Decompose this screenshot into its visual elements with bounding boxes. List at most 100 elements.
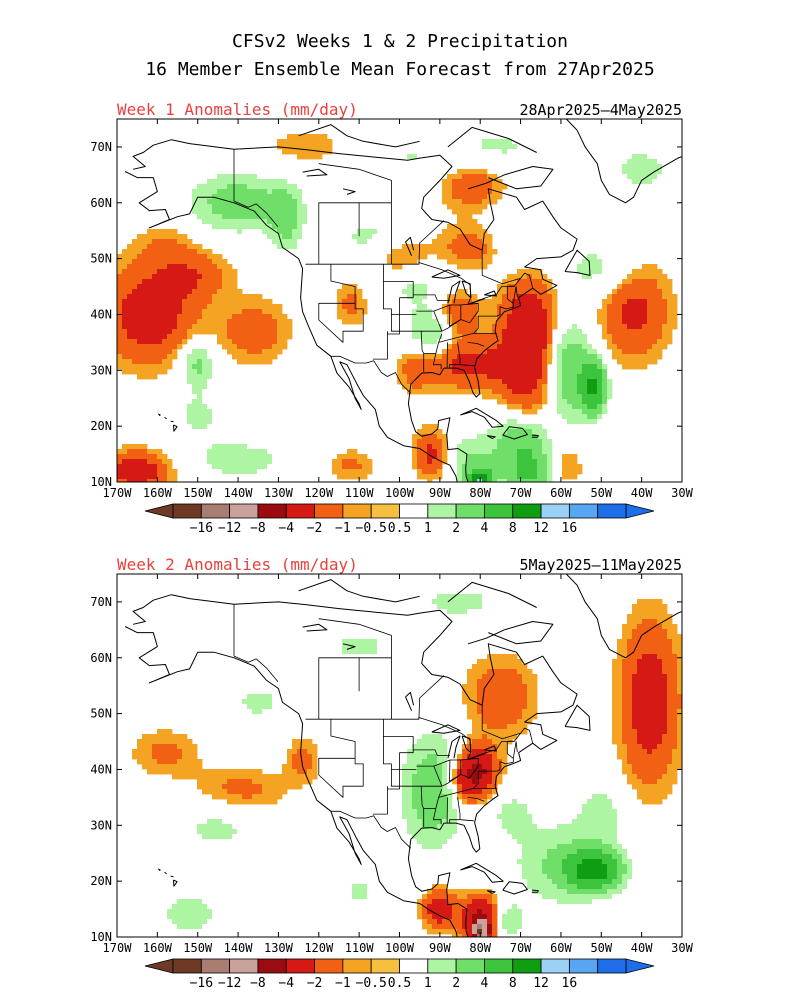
coastline <box>460 862 504 883</box>
coastline <box>486 435 496 439</box>
political-border <box>467 342 485 347</box>
political-border <box>372 786 388 815</box>
coastline <box>467 166 554 190</box>
x-tick-label: 100W <box>385 941 415 955</box>
coastline <box>173 879 178 887</box>
political-border <box>318 719 364 798</box>
political-border <box>449 303 479 327</box>
x-tick-label: 120W <box>304 941 334 955</box>
coastline <box>170 875 174 878</box>
panel-title: Week 1 Anomalies (mm/day) <box>117 100 358 119</box>
political-border <box>467 797 485 802</box>
coastline <box>486 890 496 894</box>
colorbar-swatch <box>455 958 485 974</box>
colorbar-swatch <box>455 503 485 519</box>
x-tick-label: 150W <box>183 486 213 500</box>
y-tick-label: 10N <box>90 930 112 944</box>
colorbar-low-arrow <box>144 503 174 519</box>
coastline <box>565 119 682 204</box>
x-tick-label: 80W <box>469 486 491 500</box>
x-tick-label: 150W <box>183 941 213 955</box>
political-border <box>473 316 479 334</box>
political-border <box>233 200 279 228</box>
political-border <box>318 202 360 265</box>
x-tick-label: 30W <box>671 941 693 955</box>
political-border <box>318 163 392 203</box>
colorbar-tick-label: 1 <box>424 521 432 536</box>
colorbar-swatch <box>427 503 457 519</box>
colorbar-high-arrow <box>625 958 655 974</box>
colorbar-swatch <box>229 958 259 974</box>
map-panel-week2: 170W 160W 150W 140W 130W 120W 110W 100W 90W 80W 70… <box>90 555 693 991</box>
colorbar-swatch <box>597 958 627 974</box>
colorbar-tick-label: 4 <box>481 521 489 536</box>
coastline <box>157 413 161 416</box>
colorbar-tick-label: 2 <box>452 521 460 536</box>
political-border <box>433 302 479 312</box>
colorbar-tick-label: −12 <box>218 976 241 991</box>
political-border <box>383 281 414 299</box>
panel-date-range: 5May2025–11May2025 <box>519 556 682 574</box>
colorbar-swatch <box>568 503 599 519</box>
coastline <box>447 280 461 304</box>
y-tick-label: 20N <box>90 874 112 888</box>
x-tick-label: 40W <box>631 486 653 500</box>
colorbar-tick-label: −12 <box>218 521 241 536</box>
coastline <box>431 269 461 279</box>
x-tick-label: 160W <box>143 941 173 955</box>
x-tick-label: 110W <box>345 941 375 955</box>
coastline <box>173 424 178 432</box>
colorbar-tick-label: −16 <box>190 976 213 991</box>
political-border <box>383 736 414 754</box>
coastline <box>302 168 328 177</box>
colorbar-swatch <box>484 958 514 974</box>
panel-title: Week 2 Anomalies (mm/day) <box>117 555 358 574</box>
x-tick-label: 170W <box>103 941 133 955</box>
colorbar-high-arrow <box>625 503 655 519</box>
chart-title: CFSv2 Weeks 1 & 2 Precipitation <box>232 31 568 52</box>
political-border <box>460 819 474 822</box>
political-border <box>416 310 443 332</box>
colorbar-tick-label: −2 <box>307 521 323 536</box>
coastline <box>342 643 356 650</box>
coastline <box>298 124 420 148</box>
coastline <box>447 581 537 608</box>
political-border <box>330 355 412 394</box>
y-tick-label: 50N <box>90 252 112 266</box>
colorbar-swatch <box>342 503 372 519</box>
x-tick-label: 40W <box>631 941 653 955</box>
coastline <box>564 704 591 731</box>
x-tick-label: 170W <box>103 486 133 500</box>
colorbar-swatch <box>314 958 344 974</box>
colorbar-swatch <box>484 503 514 519</box>
x-tick-label: 120W <box>304 486 334 500</box>
y-tick-label: 70N <box>90 595 112 609</box>
x-tick-label: 100W <box>385 486 415 500</box>
political-border <box>449 342 461 369</box>
x-tick-label: 160W <box>143 486 173 500</box>
colorbar-swatch <box>200 958 231 974</box>
colorbar-tick-label: 16 <box>562 521 578 536</box>
political-border <box>478 286 515 317</box>
coastline <box>447 735 461 759</box>
colorbar-tick-label: 8 <box>509 521 517 536</box>
coastline <box>405 236 415 256</box>
colorbar-tick-label: 0.5 <box>388 976 411 991</box>
political-border <box>372 331 388 360</box>
y-tick-label: 60N <box>90 196 112 210</box>
political-border <box>449 797 461 824</box>
colorbar-swatch <box>427 958 457 974</box>
colorbar-swatch <box>540 503 570 519</box>
coastline <box>124 171 458 482</box>
x-tick-label: 90W <box>429 486 451 500</box>
coastline <box>164 416 167 420</box>
coastline <box>298 579 420 603</box>
colorbar-tick-label: −1 <box>335 521 351 536</box>
x-tick-label: 30W <box>671 486 693 500</box>
colorbar-swatch <box>200 503 231 519</box>
colorbar-tick-label: −4 <box>278 521 294 536</box>
anomaly-field <box>117 124 678 482</box>
y-tick-label: 40N <box>90 307 112 321</box>
x-tick-label: 50W <box>590 486 612 500</box>
x-tick-label: 70W <box>510 486 532 500</box>
